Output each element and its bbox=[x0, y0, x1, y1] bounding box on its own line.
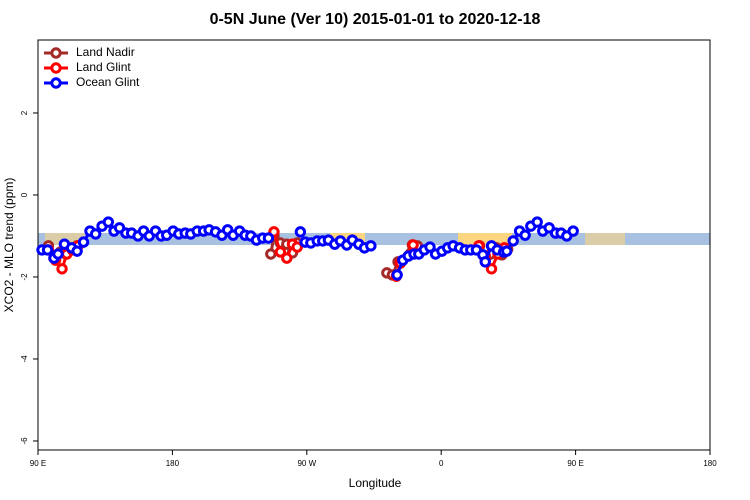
chart-title: 0-5N June (Ver 10) 2015-01-01 to 2020-12… bbox=[210, 11, 541, 28]
point bbox=[479, 256, 491, 268]
x-tick-label: 0 bbox=[439, 459, 444, 468]
point bbox=[274, 246, 287, 258]
legend-label: Land Nadir bbox=[76, 45, 135, 59]
point bbox=[71, 245, 83, 257]
point bbox=[294, 226, 307, 238]
y-tick-label: -2 bbox=[20, 273, 29, 281]
point bbox=[262, 232, 275, 244]
point bbox=[41, 244, 54, 256]
x-tick-label: 90 E bbox=[567, 459, 583, 468]
point bbox=[265, 248, 277, 260]
y-tick-label: -4 bbox=[20, 355, 29, 363]
point bbox=[407, 239, 419, 251]
point bbox=[365, 240, 377, 252]
point bbox=[56, 263, 68, 275]
point bbox=[102, 216, 115, 228]
point bbox=[89, 228, 102, 240]
point bbox=[531, 216, 543, 228]
y-tick-label: -6 bbox=[20, 437, 29, 445]
y-tick-label: 0 bbox=[20, 192, 29, 197]
point bbox=[281, 252, 293, 264]
point bbox=[507, 235, 519, 247]
point bbox=[519, 229, 531, 241]
point bbox=[424, 241, 436, 253]
x-tick-label: 90 E bbox=[30, 459, 46, 468]
point bbox=[291, 241, 303, 253]
x-axis-label: Longitude bbox=[349, 476, 402, 490]
point bbox=[485, 263, 498, 275]
land-band bbox=[458, 233, 512, 245]
legend-marker bbox=[50, 77, 62, 89]
point bbox=[501, 245, 513, 257]
point bbox=[391, 269, 403, 281]
land-band bbox=[585, 233, 625, 245]
legend-label: Ocean Glint bbox=[76, 75, 140, 89]
legend-marker bbox=[50, 47, 62, 59]
legend-label: Land Glint bbox=[76, 60, 131, 74]
y-tick-label: 2 bbox=[20, 110, 29, 115]
legend-marker bbox=[50, 62, 62, 74]
point bbox=[52, 248, 64, 260]
x-tick-label: 90 W bbox=[297, 459, 316, 468]
x-tick-label: 180 bbox=[703, 459, 717, 468]
y-axis-label: XCO2 - MLO trend (ppm) bbox=[2, 178, 16, 313]
point bbox=[567, 225, 579, 237]
point bbox=[77, 236, 90, 248]
x-tick-label: 180 bbox=[166, 459, 180, 468]
plot-frame bbox=[37, 39, 711, 451]
